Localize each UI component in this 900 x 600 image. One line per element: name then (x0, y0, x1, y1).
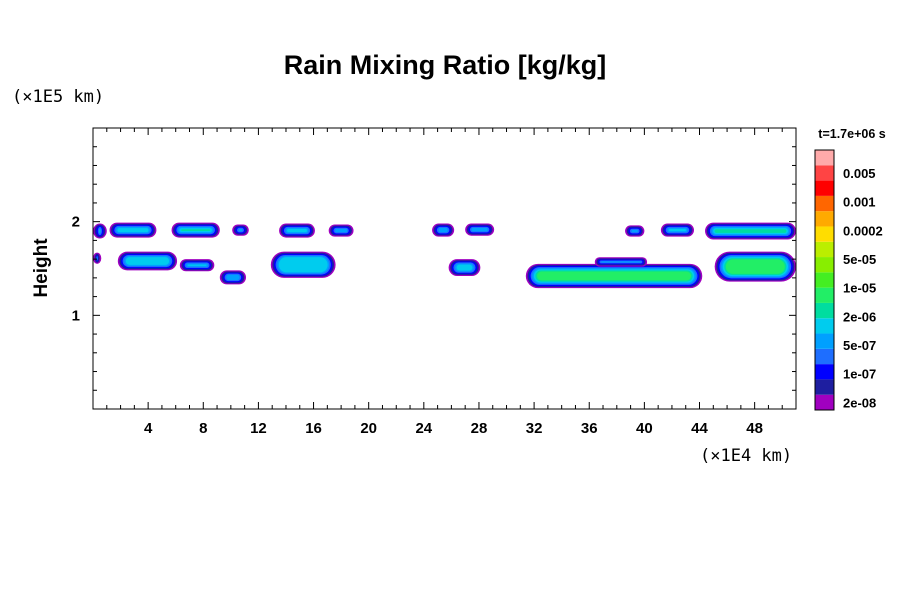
colorbar-swatch (815, 333, 834, 349)
contour-region (179, 259, 215, 272)
colorbar-swatch (815, 241, 834, 258)
chart-title: Rain Mixing Ratio [kg/kg] (284, 50, 607, 80)
x-tick-label: 32 (526, 420, 543, 437)
x-tick-label: 28 (471, 420, 488, 437)
colorbar-swatch (815, 287, 834, 303)
colorbar-swatch (815, 364, 834, 380)
x-unit-label: (×1E4 km) (700, 446, 792, 466)
contour-region (171, 222, 220, 238)
colorbar-label: 5e-05 (843, 252, 876, 267)
contour-level-shape (601, 261, 641, 263)
contour-level-shape (187, 264, 207, 266)
colorbar-swatch (815, 302, 834, 319)
colorbar-swatch (815, 257, 834, 273)
colorbar-label: 0.005 (843, 166, 876, 181)
y-unit-label: (×1E5 km) (12, 87, 104, 107)
colorbar-swatch (815, 272, 834, 288)
contour-region (219, 270, 247, 285)
contour-level-shape (631, 229, 638, 233)
x-tick-label: 48 (746, 420, 763, 437)
contour-region (660, 223, 694, 237)
colorbar-swatch (815, 165, 834, 181)
y-tick-label: 1 (72, 307, 80, 324)
colorbar-swatch (815, 150, 834, 166)
contour-region (279, 223, 315, 238)
colorbar-label: 1e-05 (843, 281, 876, 296)
contour-region (109, 222, 157, 238)
colorbar-swatch (815, 195, 834, 212)
contour-level-shape (335, 228, 348, 233)
x-tick-label: 24 (415, 420, 432, 437)
x-tick-label: 12 (250, 420, 267, 437)
x-tick-label: 20 (360, 420, 377, 437)
contour-level-shape (181, 229, 211, 231)
contour-region (93, 223, 107, 239)
x-tick-label: 16 (305, 420, 322, 437)
colorbar-swatch (815, 318, 834, 334)
contour-level-shape (668, 229, 686, 232)
contour-region (594, 257, 648, 267)
contour-regions (93, 222, 796, 289)
contour-level-shape (226, 274, 240, 281)
contour-region (525, 263, 703, 289)
x-tick-label: 40 (636, 420, 653, 437)
contour-region (328, 224, 354, 237)
contour-region (270, 251, 336, 278)
colorbar-swatch (815, 211, 834, 227)
contour-level-shape (125, 257, 170, 265)
contour-region (432, 223, 455, 237)
contour-region (705, 222, 796, 240)
contour-level-shape (456, 264, 473, 271)
contour-level-shape (117, 228, 149, 233)
y-axis-label: Height (31, 238, 52, 298)
colorbar-label: 0.001 (843, 195, 876, 210)
colorbar-swatch (815, 394, 834, 410)
x-tick-label: 44 (691, 420, 708, 437)
contour-region (448, 259, 481, 276)
y-axis-ticks: 12 (72, 146, 796, 391)
x-tick-label: 36 (581, 420, 598, 437)
colorbar-label: 5e-07 (843, 338, 876, 353)
contour-level-shape (714, 229, 787, 233)
plot-frame (92, 127, 797, 410)
contour-region (117, 251, 178, 271)
colorbar-label: 0.0002 (843, 223, 883, 238)
colorbar-label: 2e-08 (843, 395, 876, 410)
colorbar-swatch (815, 180, 834, 196)
contour-level-shape (537, 271, 692, 281)
contour-level-shape (438, 227, 448, 233)
contour-level-shape (238, 228, 243, 232)
colorbar-swatch (815, 348, 834, 365)
y-tick-label: 2 (72, 214, 80, 231)
contour-region (232, 224, 249, 236)
contour-level-shape (287, 229, 307, 233)
contour-region (93, 252, 102, 264)
colorbar-frame (814, 149, 835, 411)
colorbar: 0.005 0.001 0.0002 5e-05 1e-05 2e-06 5e-07 1e-0… (814, 149, 883, 411)
contour-region (465, 223, 495, 236)
colorbar-label: 1e-07 (843, 367, 876, 382)
x-tick-label: 4 (144, 420, 153, 437)
contour-level-shape (471, 227, 488, 232)
colorbar-swatch (815, 379, 834, 395)
x-tick-label: 8 (199, 420, 207, 437)
contour-region (714, 251, 796, 282)
colorbar-label: 2e-06 (843, 309, 876, 324)
colorbar-swatch (815, 226, 834, 242)
x-axis-ticks: 4 8 12 16 20 24 28 32 36 40 44 48 (106, 128, 783, 437)
contour-region (625, 225, 645, 237)
contour-level-shape (725, 259, 785, 274)
contour-level-shape (99, 229, 101, 234)
contour-level-shape (278, 257, 328, 273)
time-label: t=1.7e+06 s (818, 127, 885, 141)
